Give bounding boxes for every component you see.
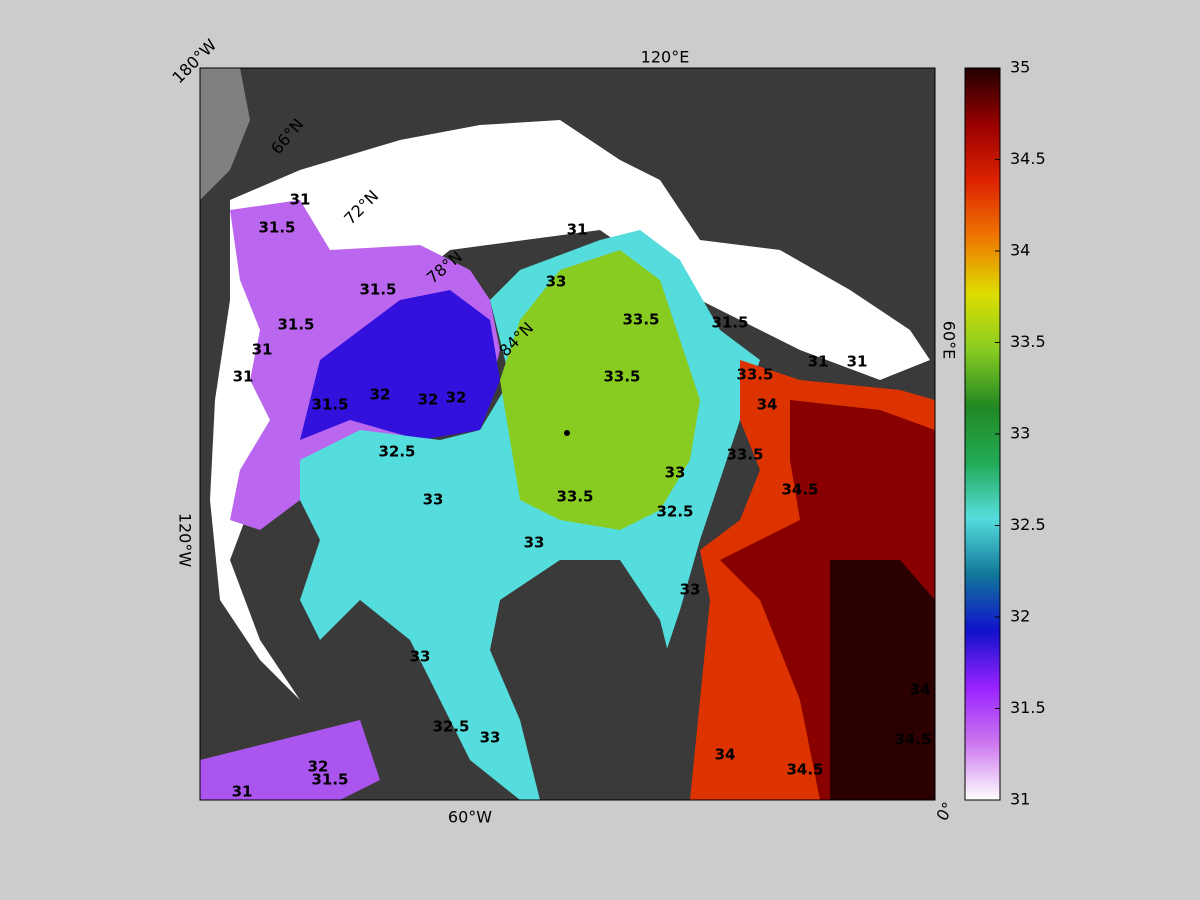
- contour-label: 33: [423, 491, 444, 509]
- contour-label: 31.5: [359, 281, 396, 299]
- salinity-32: [300, 290, 500, 440]
- colorbar-tick-label: 33.5: [1010, 332, 1046, 351]
- salinity-31-sw: [200, 720, 380, 800]
- contour-label: 33: [480, 729, 501, 747]
- longitude-label: 120°W: [176, 513, 195, 568]
- longitude-label: 60°W: [448, 808, 492, 827]
- contour-label: 32.5: [378, 443, 415, 461]
- colorbar-tick-label: 34.5: [1010, 149, 1046, 168]
- colorbar-tick-label: 34: [1010, 241, 1030, 260]
- contour-label: 33: [665, 464, 686, 482]
- contour-label: 32.5: [432, 718, 469, 736]
- salinity-33-5: [500, 250, 700, 530]
- contour-label: 31.5: [711, 314, 748, 332]
- salinity-max: [830, 560, 935, 800]
- contour-label: 32: [418, 391, 439, 409]
- pole-marker: [564, 430, 570, 436]
- contour-label: 33: [546, 273, 567, 291]
- contour-label: 33.5: [556, 488, 593, 506]
- contour-label: 31: [233, 368, 254, 386]
- contour-label: 33.5: [603, 368, 640, 386]
- longitude-label: 60°E: [940, 321, 959, 359]
- contour-label: 33: [410, 648, 431, 666]
- colorbar: [964, 67, 1001, 801]
- contour-label: 33.5: [726, 446, 763, 464]
- contour-label: 33.5: [622, 311, 659, 329]
- contour-label: 33: [524, 534, 545, 552]
- contour-label: 31: [252, 341, 273, 359]
- colorbar-tick-label: 32: [1010, 607, 1030, 626]
- colorbar-tick-label: 35: [1010, 58, 1030, 77]
- map-frame: [199, 67, 936, 801]
- contour-label: 32.5: [656, 503, 693, 521]
- colorbar-tick-label: 32.5: [1010, 515, 1046, 534]
- longitude-label: 120°E: [641, 48, 690, 67]
- greenland: [490, 560, 680, 800]
- contour-label: 31.5: [277, 316, 314, 334]
- contour-label: 32: [370, 386, 391, 404]
- map: [200, 68, 935, 800]
- contour-label: 31.5: [258, 219, 295, 237]
- contour-label: 34.5: [894, 731, 931, 749]
- contour-label: 34.5: [781, 481, 818, 499]
- contour-label: 31: [808, 353, 829, 371]
- contour-label: 33.5: [736, 366, 773, 384]
- colorbar-tick-label: 31: [1010, 790, 1030, 809]
- contour-label: 32: [446, 389, 467, 407]
- contour-label: 34: [715, 746, 736, 764]
- contour-label: 32: [308, 758, 329, 776]
- contour-label: 33: [680, 581, 701, 599]
- contour-label: 31: [847, 353, 868, 371]
- contour-label: 31: [290, 191, 311, 209]
- colorbar-tick-label: 31.5: [1010, 698, 1046, 717]
- contour-label: 31.5: [311, 771, 348, 789]
- contour-label: 34.5: [786, 761, 823, 779]
- contour-label: 34: [757, 396, 778, 414]
- contour-label: 31: [232, 783, 253, 801]
- contour-label: 31.5: [311, 396, 348, 414]
- contour-label: 34: [910, 681, 931, 699]
- colorbar-tick-label: 33: [1010, 424, 1030, 443]
- contour-label: 31: [567, 221, 588, 239]
- grey-land: [200, 68, 250, 200]
